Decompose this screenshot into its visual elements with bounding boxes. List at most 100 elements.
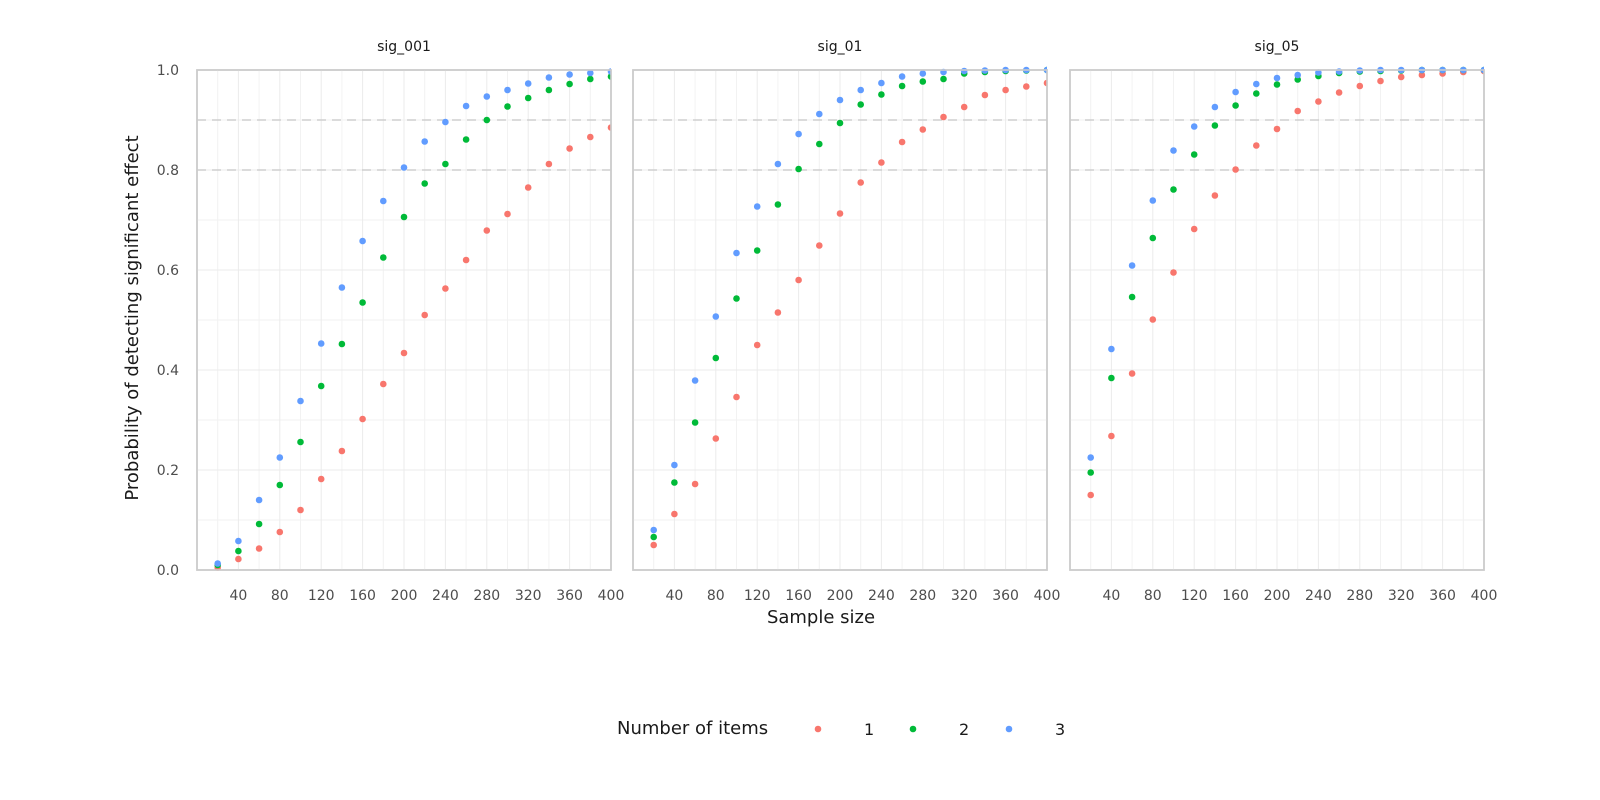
data-point-series-3 — [919, 70, 927, 77]
data-point-series-3 — [504, 86, 511, 94]
data-point-series-3 — [1108, 345, 1115, 353]
legend-item-2: 2 — [909, 720, 969, 739]
y-tick-label: 0.2 — [157, 463, 179, 479]
x-tick-label: 200 — [391, 588, 418, 604]
data-point-series-1 — [1023, 83, 1030, 90]
x-tick-label: 40 — [665, 588, 683, 604]
data-point-series-3 — [836, 96, 844, 104]
data-point-series-3 — [898, 73, 906, 80]
data-point-series-2 — [712, 354, 720, 362]
x-tick-label: 80 — [1144, 588, 1162, 604]
data-point-series-1 — [1232, 166, 1239, 173]
facet-label: sig_01 — [818, 39, 863, 55]
data-point-series-2 — [338, 340, 346, 348]
data-point-series-2 — [400, 213, 408, 221]
data-point-series-1 — [1294, 107, 1301, 115]
data-point-series-2 — [940, 75, 947, 83]
chart-panels: sig_001 40 80 120 160 200 240 280 320 360 400 0.0 0.… — [157, 39, 1498, 604]
data-point-series-1 — [566, 145, 573, 152]
x-tick-label: 280 — [909, 588, 936, 604]
data-point-series-2 — [297, 438, 304, 446]
data-point-series-1 — [753, 341, 761, 349]
x-tick-label: 200 — [1264, 588, 1291, 604]
x-tick-label: 320 — [515, 588, 542, 604]
data-point-series-2 — [878, 91, 885, 98]
data-point-series-1 — [276, 528, 284, 536]
data-point-series-3 — [235, 537, 242, 545]
x-tick-label: 320 — [951, 588, 978, 604]
data-point-series-3 — [1211, 103, 1219, 111]
y-axis-title: Probability of detecting significant eff… — [122, 135, 143, 500]
legend-label-1: 1 — [864, 720, 874, 739]
x-tick-label: 40 — [229, 588, 247, 604]
data-point-series-3 — [1232, 88, 1239, 96]
data-point-series-2 — [1190, 151, 1198, 158]
data-point-series-1 — [380, 380, 387, 388]
data-point-series-3 — [1149, 197, 1157, 204]
panel-border — [196, 69, 612, 571]
data-point-series-1 — [1128, 370, 1136, 377]
data-point-series-1 — [1418, 71, 1426, 79]
data-point-series-3 — [524, 80, 532, 87]
data-point-series-1 — [1087, 491, 1094, 499]
data-point-series-1 — [400, 349, 408, 357]
data-point-series-3 — [359, 237, 366, 245]
x-tick-label: 120 — [1181, 588, 1208, 604]
data-point-series-1 — [981, 91, 989, 99]
data-point-series-2 — [691, 419, 699, 426]
data-point-series-2 — [1232, 102, 1239, 109]
data-point-series-1 — [940, 113, 947, 121]
data-point-series-1 — [1397, 73, 1405, 81]
data-point-series-1 — [774, 309, 782, 316]
data-point-series-1 — [1335, 89, 1343, 96]
data-point-series-3 — [795, 130, 802, 138]
data-point-series-1 — [1377, 77, 1384, 85]
data-point-series-2 — [753, 247, 761, 254]
data-point-series-2 — [1149, 234, 1157, 242]
data-point-series-3 — [1087, 454, 1094, 461]
data-point-series-3 — [442, 118, 449, 126]
data-point-series-1 — [712, 435, 720, 442]
x-tick-label: 200 — [827, 588, 854, 604]
data-point-series-2 — [1087, 469, 1094, 476]
data-point-series-1 — [421, 311, 429, 319]
data-point-series-3 — [733, 249, 740, 257]
data-point-series-2 — [504, 103, 511, 110]
data-point-series-1 — [836, 210, 844, 217]
data-point-series-2 — [816, 140, 823, 148]
data-point-series-2 — [795, 165, 802, 173]
data-point-series-1 — [255, 545, 263, 552]
data-point-series-1 — [359, 415, 366, 423]
data-point-series-1 — [878, 159, 885, 166]
data-point-series-2 — [566, 80, 573, 88]
data-point-series-3 — [462, 102, 470, 110]
legend: Number of items 1 2 3 — [617, 718, 1065, 739]
data-point-series-2 — [359, 299, 366, 306]
data-point-series-3 — [1170, 147, 1177, 154]
x-tick-label: 360 — [992, 588, 1019, 604]
panel-sig_05: sig_05 40 80 120 160 200 240 280 320 360 400 — [1069, 39, 1497, 604]
data-point-series-1 — [1356, 82, 1364, 90]
data-point-series-3 — [1315, 69, 1322, 76]
y-tick-label: 0.6 — [157, 263, 179, 279]
data-point-series-3 — [380, 197, 387, 205]
data-point-series-2 — [774, 201, 782, 208]
data-point-series-3 — [1294, 71, 1301, 79]
data-point-series-1 — [857, 179, 864, 186]
facet-label: sig_001 — [377, 39, 431, 55]
data-point-series-2 — [524, 94, 532, 102]
data-point-series-2 — [380, 254, 387, 261]
data-point-series-1 — [1149, 316, 1157, 323]
data-point-series-3 — [214, 560, 221, 567]
x-tick-label: 240 — [432, 588, 459, 604]
x-tick-label: 400 — [1034, 588, 1061, 604]
data-point-series-1 — [462, 256, 470, 264]
legend-label-2: 2 — [959, 720, 969, 739]
data-point-series-1 — [1108, 432, 1115, 440]
data-point-series-3 — [650, 526, 657, 534]
x-tick-label: 240 — [868, 588, 895, 604]
data-point-series-1 — [733, 393, 740, 401]
data-point-series-1 — [607, 124, 611, 131]
legend-marker-3 — [1005, 725, 1013, 733]
